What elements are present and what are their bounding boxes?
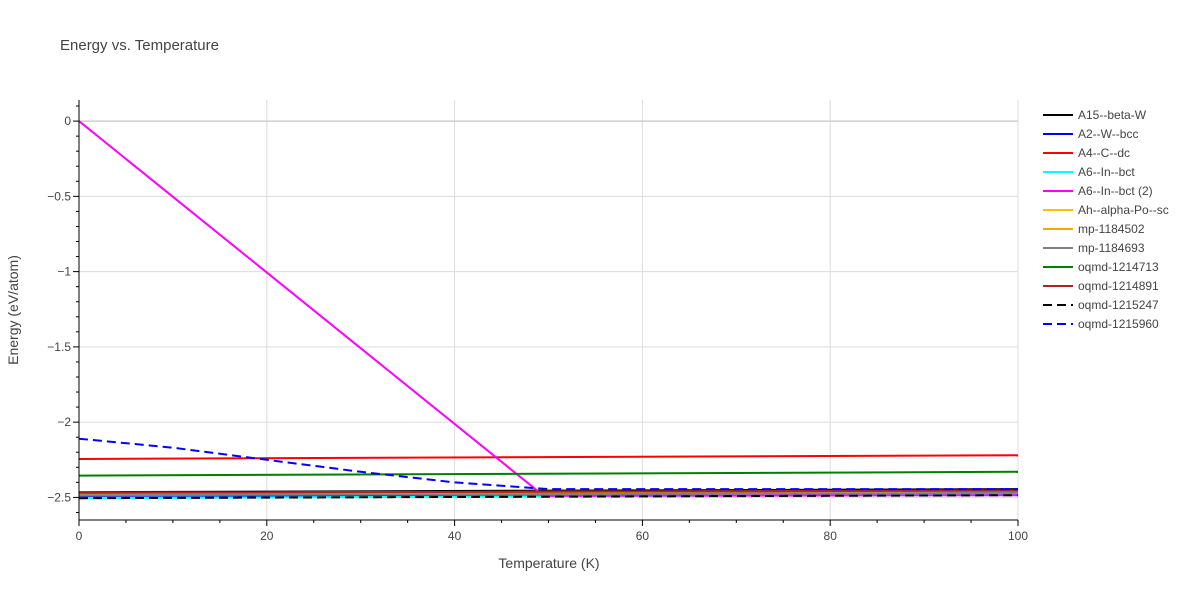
x-tick-label: 100 (1008, 529, 1028, 543)
y-tick-label: −2.5 (47, 490, 71, 504)
tick-labels: 0 20 40 60 80 100 0 −0.5 −1 −1.5 −2 −2.5 (47, 114, 1028, 543)
legend-item[interactable]: A2--W--bcc (1043, 127, 1138, 141)
legend-label: oqmd-1215247 (1078, 298, 1159, 312)
legend-item[interactable]: oqmd-1214713 (1043, 260, 1159, 274)
y-tick-label: −1.5 (47, 340, 71, 354)
y-tick-label: −0.5 (47, 189, 71, 203)
series-lines (78, 120, 1019, 500)
y-tick-label: −2 (57, 415, 71, 429)
series-line-9 (78, 470, 1019, 477)
legend-item[interactable]: A6--In--bct (2) (1043, 184, 1153, 198)
legend-label: oqmd-1214891 (1078, 279, 1159, 293)
series-line-12 (78, 437, 1018, 491)
legend-item[interactable]: oqmd-1215960 (1043, 317, 1159, 331)
y-tick-label: 0 (64, 114, 71, 128)
legend[interactable]: A15--beta-W A2--W--bcc A4--C--dc A6--In--bc… (1043, 108, 1169, 331)
legend-item[interactable]: mp-1184693 (1043, 241, 1145, 255)
y-tick-label: −1 (57, 265, 71, 279)
legend-item[interactable]: oqmd-1215247 (1043, 298, 1159, 312)
x-axis-label: Temperature (K) (498, 555, 599, 571)
legend-item[interactable]: mp-1184502 (1043, 222, 1145, 236)
x-tick-label: 0 (76, 529, 83, 543)
legend-item[interactable]: oqmd-1214891 (1043, 279, 1159, 293)
legend-label: A15--beta-W (1078, 108, 1147, 122)
legend-label: A6--In--bct (2) (1078, 184, 1153, 198)
legend-label: oqmd-1214713 (1078, 260, 1159, 274)
legend-item[interactable]: Ah--alpha-Po--sc (1043, 203, 1169, 217)
series-line-8 (78, 491, 1019, 497)
legend-label: mp-1184693 (1078, 241, 1145, 255)
legend-label: mp-1184502 (1078, 222, 1145, 236)
series-line-11 (78, 494, 1019, 500)
legend-label: A4--C--dc (1078, 146, 1130, 160)
y-axis-label: Energy (eV/atom) (5, 255, 21, 365)
legend-label: Ah--alpha-Po--sc (1078, 203, 1169, 217)
x-tick-label: 80 (824, 529, 838, 543)
legend-label: A6--In--bct (1078, 165, 1135, 179)
legend-label: oqmd-1215960 (1078, 317, 1159, 331)
legend-item[interactable]: A15--beta-W (1043, 108, 1147, 122)
axes (73, 100, 1019, 526)
chart-title: Energy vs. Temperature (60, 37, 219, 54)
series-line-10 (78, 489, 1019, 494)
legend-label: A2--W--bcc (1078, 127, 1138, 141)
legend-item[interactable]: A6--In--bct (1043, 165, 1135, 179)
legend-item[interactable]: A4--C--dc (1043, 146, 1130, 160)
x-tick-label: 20 (260, 529, 274, 543)
x-tick-label: 40 (448, 529, 462, 543)
series-line-3 (78, 454, 1019, 460)
x-tick-label: 60 (636, 529, 650, 543)
